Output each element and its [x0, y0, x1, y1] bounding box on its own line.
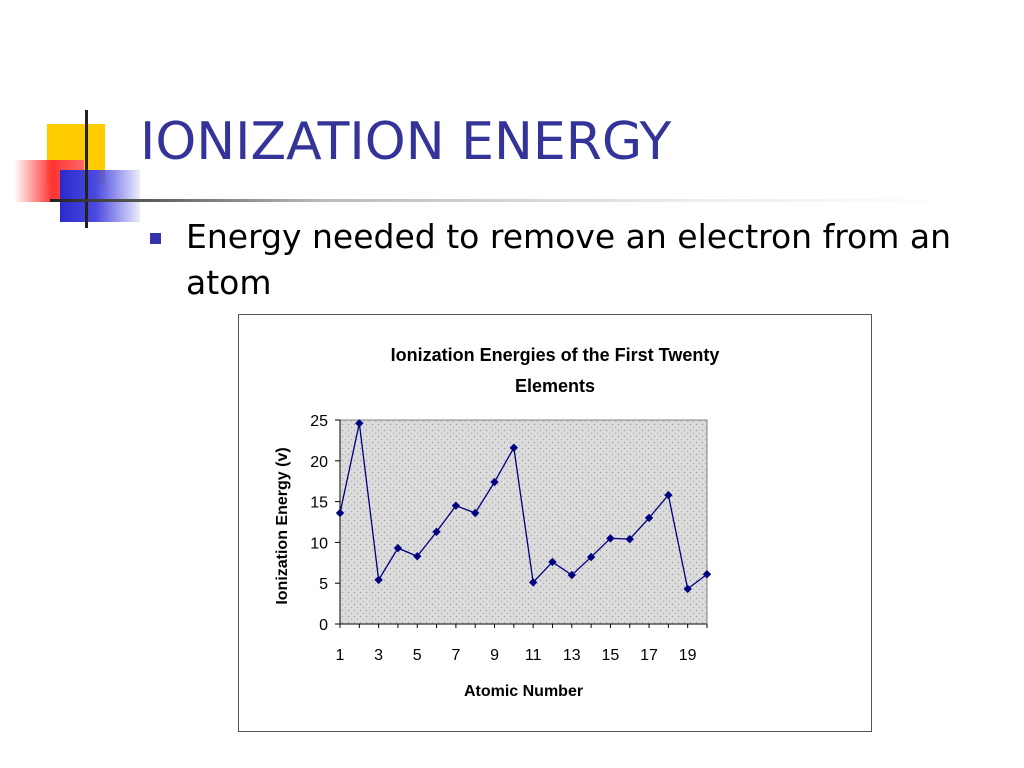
y-tick-label: 15 [310, 495, 328, 512]
bullet-text: Energy needed to remove an electron from… [186, 217, 951, 302]
y-axis-title: Ionization Energy (v) [274, 447, 291, 604]
ionization-chart: Ionization Energies of the First Twenty E… [274, 345, 720, 700]
x-tick-label: 9 [490, 647, 499, 664]
chart-title-line: Ionization Energies of the First Twenty [391, 345, 720, 365]
x-tick-label: 11 [525, 647, 542, 664]
x-tick-label: 19 [679, 647, 697, 664]
series-line [339, 423, 708, 591]
slide-ornament [0, 0, 150, 240]
slide-title: IONIZATION ENERGY [140, 112, 672, 172]
data-point [432, 527, 441, 536]
chart-frame: Ionization Energies of the First Twenty E… [238, 314, 872, 732]
ornament-vertical-line [85, 110, 88, 228]
y-tick-label: 20 [310, 454, 328, 471]
x-tick-label: 5 [413, 647, 422, 664]
data-point [451, 501, 461, 510]
data-point [702, 570, 712, 579]
x-tick-label: 3 [374, 647, 383, 664]
title-underline [50, 199, 960, 202]
y-tick-label: 0 [319, 617, 328, 634]
x-tick-label: 1 [336, 647, 345, 664]
data-point [355, 419, 364, 428]
data-point [683, 584, 692, 594]
y-tick-label: 25 [310, 413, 328, 430]
chart-title-line: Elements [515, 376, 595, 396]
x-axis-title: Atomic Number [464, 683, 583, 700]
bullet-square-icon [150, 233, 161, 244]
data-point [664, 490, 673, 500]
data-point [548, 557, 557, 567]
x-tick-label: 15 [602, 647, 620, 664]
plot-area [339, 419, 708, 625]
y-tick-label: 5 [319, 576, 328, 593]
x-tick-label: 13 [563, 647, 581, 664]
data-point [490, 477, 499, 487]
y-tick-label: 10 [310, 535, 328, 552]
ornament-blue-bar [60, 170, 140, 222]
x-tick-label: 17 [640, 647, 658, 664]
x-tick-label: 7 [451, 647, 460, 664]
